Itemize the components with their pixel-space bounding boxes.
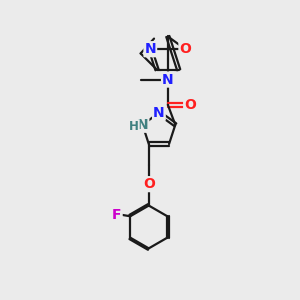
Text: O: O xyxy=(179,42,191,56)
Text: N: N xyxy=(137,118,148,132)
Text: O: O xyxy=(184,98,196,112)
Text: O: O xyxy=(143,177,155,191)
Text: N: N xyxy=(162,73,174,87)
Text: F: F xyxy=(112,208,122,222)
Text: N: N xyxy=(153,106,165,120)
Text: H: H xyxy=(129,120,139,133)
Text: N: N xyxy=(145,42,156,56)
